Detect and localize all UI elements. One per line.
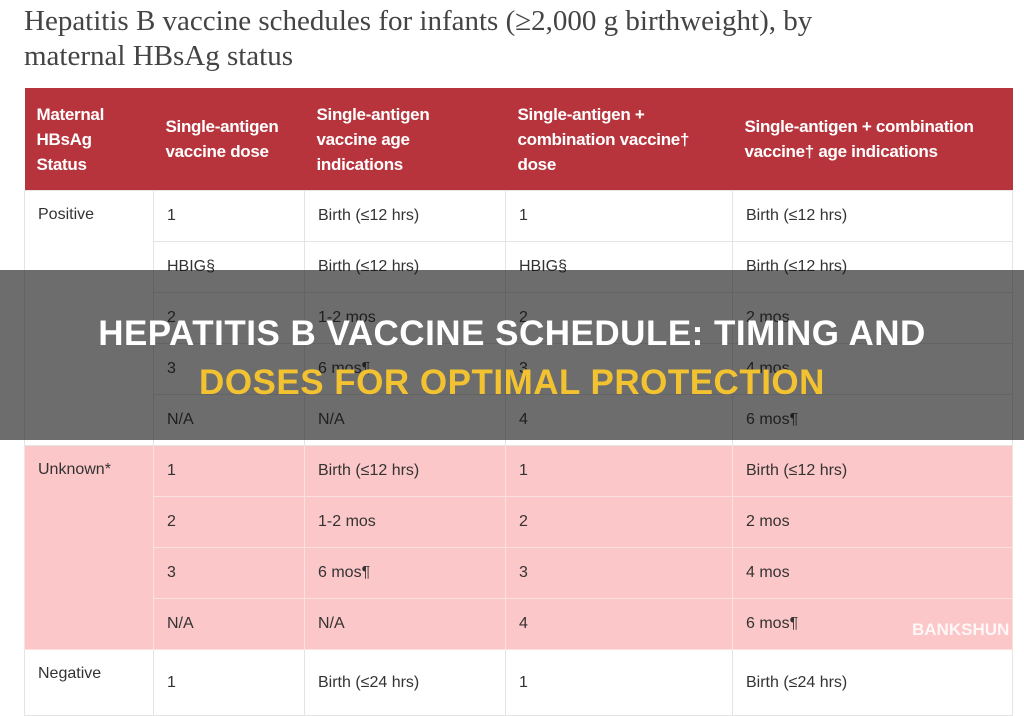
table-cell: N/A	[304, 598, 506, 650]
table-cell: 1-2 mos	[304, 496, 506, 548]
table-cell: 6 mos¶	[304, 547, 506, 599]
header-cell: Single-antigen vaccine dose	[153, 88, 305, 191]
table-row: Unknown* 1 Birth (≤12 hrs) 1 Birth (≤12 hrs)	[24, 445, 1013, 650]
title-line: Hepatitis B vaccine schedules for infant…	[24, 5, 813, 37]
table-row: Negative 1 Birth (≤24 hrs) 1 Birth (≤24 hrs)	[24, 649, 1013, 716]
table-cell: N/A	[153, 598, 305, 650]
table-cell: 2 mos	[732, 496, 1013, 548]
table-cell: Birth (≤12 hrs)	[732, 190, 1013, 242]
header-cell: Single-antigen + combination vaccine† ag…	[732, 88, 1013, 191]
table-cell: 2	[505, 496, 733, 548]
header-row: Maternal HBsAg Status Single-antigen vacc…	[24, 88, 1013, 191]
status-cell: Unknown*	[24, 445, 154, 650]
table-cell: 1	[505, 445, 733, 497]
table-cell: 2	[153, 496, 305, 548]
table-cell: 4 mos	[732, 547, 1013, 599]
banner-line: HEPATITIS B VACCINE SCHEDULE: TIMING AND	[98, 314, 926, 353]
table-cell: 1	[505, 649, 733, 716]
table-row: Positive 1 Birth (≤12 hrs) 1 Birth (≤12 hrs)	[24, 190, 1013, 446]
table-cell: 3	[153, 547, 305, 599]
header-cell: Single-antigen + combination vaccine† do…	[505, 88, 733, 191]
title: Hepatitis B vaccine schedules for infant…	[24, 4, 1014, 74]
header-cell: Single-antigen vaccine age indications	[304, 88, 506, 191]
table-cell: 1	[153, 649, 305, 716]
table-cell: Birth (≤12 hrs)	[732, 445, 1013, 497]
table-cell: 1	[505, 190, 733, 242]
table-cell: Birth (≤12 hrs)	[304, 190, 506, 242]
table-cell: 3	[505, 547, 733, 599]
table-cell: Birth (≤24 hrs)	[304, 649, 506, 716]
table-cell: 6 mos¶	[732, 598, 1013, 650]
table-cell: 1	[153, 190, 305, 242]
banner: HEPATITIS B VACCINE SCHEDULE: TIMING AND…	[0, 270, 1024, 440]
status-cell: Negative	[24, 649, 154, 716]
table-cell: Birth (≤12 hrs)	[304, 445, 506, 497]
table-cell: 1	[153, 445, 305, 497]
watermark: BANKSHUN	[912, 620, 1010, 639]
banner-line: DOSES FOR OPTIMAL PROTECTION	[199, 363, 825, 402]
table-cell: Birth (≤24 hrs)	[732, 649, 1013, 716]
table-cell: 4	[505, 598, 733, 650]
header-cell: Maternal HBsAg Status	[24, 88, 154, 191]
page: Hepatitis B vaccine schedules for infant…	[0, 4, 1024, 716]
title-line: maternal HBsAg status	[24, 40, 294, 72]
